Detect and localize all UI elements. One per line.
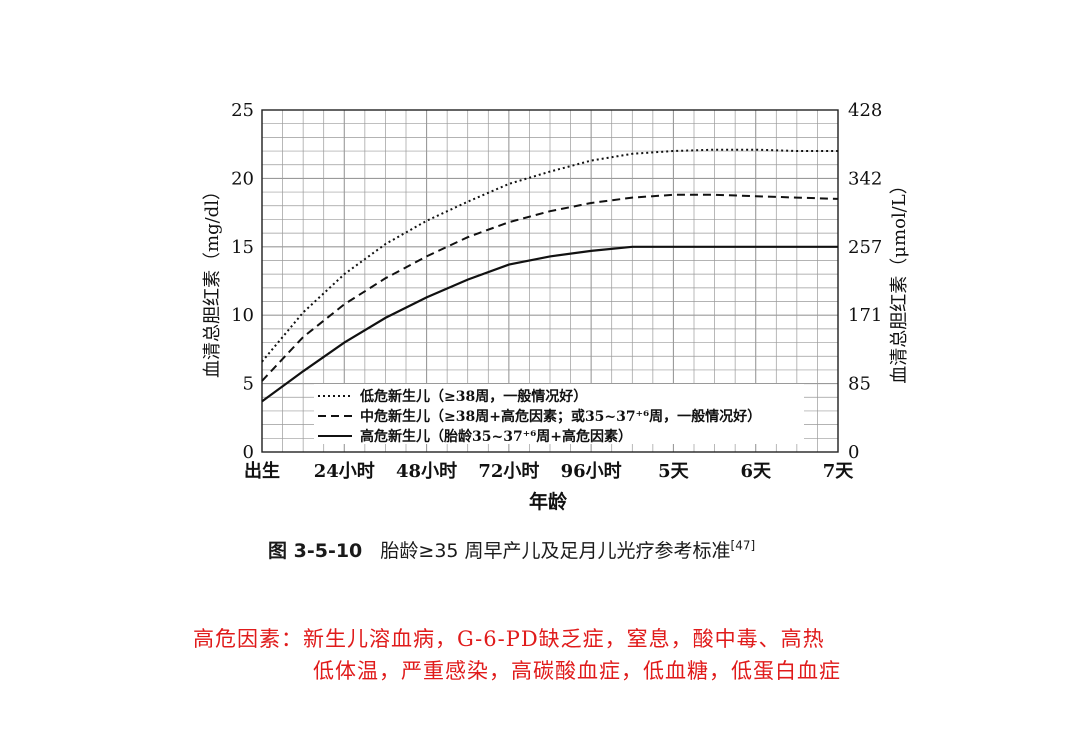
legend-background <box>314 384 804 444</box>
x-tick-label: 72小时 <box>478 461 539 482</box>
axes <box>261 109 839 453</box>
y-tick-label-left: 10 <box>231 305 254 326</box>
y-tick-label-left: 0 <box>243 442 254 463</box>
x-tick-label: 24小时 <box>314 461 375 482</box>
series-lines <box>261 148 839 403</box>
plot-frame <box>261 109 839 453</box>
caption-reference: [47] <box>730 538 756 553</box>
y-tick-label-left: 15 <box>231 237 254 258</box>
tick-labels: 0 5 10 15 20 25 0 85 171 257 342 428 出生 24小时 48小时 72小时 9… <box>231 100 882 482</box>
x-tick-label: 出生 <box>244 460 280 482</box>
y-tick-label-right: 428 <box>848 100 882 121</box>
x-tick-label: 5天 <box>658 461 690 482</box>
x-tick-label: 6天 <box>740 461 772 482</box>
y-axis-label-right: 血清总胆红素（μmol/L） <box>889 176 910 383</box>
x-tick-label: 48小时 <box>396 461 457 482</box>
caption-label: 图 3-5-10 <box>268 540 363 562</box>
legend: 低危新生儿（≥38周，一般情况好） 中危新生儿（≥38周+高危因素；或35~37⁺… <box>314 384 804 445</box>
y-tick-label-right: 85 <box>848 374 871 395</box>
series-line-dotted <box>261 148 838 363</box>
caption-text: 胎龄≥35 周早产儿及足月儿光疗参考标准 <box>380 540 731 562</box>
x-axis-label: 年龄 <box>529 490 568 513</box>
y-tick-label-left: 20 <box>231 168 254 189</box>
figure-caption: 图 3-5-10 胎龄≥35 周早产儿及足月儿光疗参考标准[47] <box>268 536 755 563</box>
series-line-solid <box>261 245 838 403</box>
legend-label: 低危新生儿（≥38周，一般情况好） <box>359 388 587 405</box>
x-tick-label: 96小时 <box>561 461 622 482</box>
y-tick-label-right: 171 <box>848 305 882 326</box>
x-tick-label: 7天 <box>823 461 855 482</box>
risk-factors-note-line1: 高危因素：新生儿溶血病，G-6-PD缺乏症，窒息，酸中毒、高热 <box>193 627 825 651</box>
y-tick-label-left: 5 <box>243 374 254 395</box>
y-tick-label-right: 257 <box>848 237 882 258</box>
risk-factors-note-line2: 低体温，严重感染，高碳酸血症，低血糖，低蛋白血症 <box>313 659 841 683</box>
y-tick-label-left: 25 <box>231 100 254 121</box>
series-line-dashed <box>261 193 839 382</box>
y-tick-label-right: 342 <box>848 168 882 189</box>
y-tick-label-right: 0 <box>848 442 859 463</box>
y-axis-label-left: 血清总胆红素（mg/dl） <box>202 182 223 378</box>
legend-label: 高危新生儿（胎龄35~37⁺⁶周+高危因素） <box>360 428 632 445</box>
legend-label: 中危新生儿（≥38周+高危因素；或35~37⁺⁶周，一般情况好） <box>360 408 761 425</box>
